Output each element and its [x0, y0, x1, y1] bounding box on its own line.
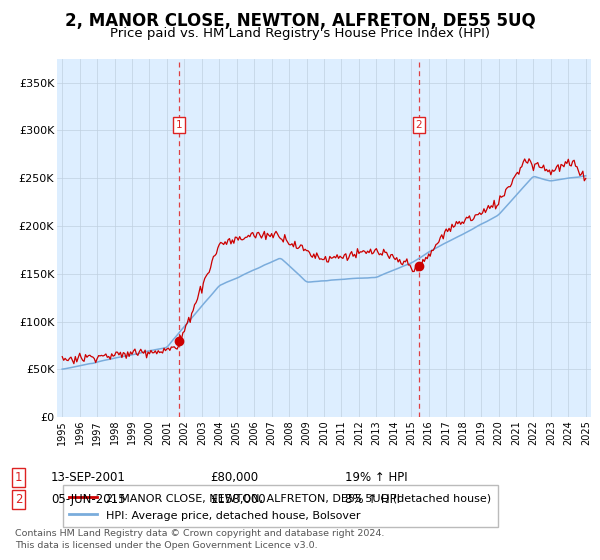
Text: 1: 1: [15, 470, 23, 484]
Text: 2, MANOR CLOSE, NEWTON, ALFRETON, DE55 5UQ: 2, MANOR CLOSE, NEWTON, ALFRETON, DE55 5…: [65, 12, 535, 30]
Text: 1: 1: [176, 120, 182, 130]
Text: 05-JUN-2015: 05-JUN-2015: [51, 493, 125, 506]
Text: £80,000: £80,000: [210, 470, 258, 484]
Text: £158,000: £158,000: [210, 493, 266, 506]
Text: 8% ↑ HPI: 8% ↑ HPI: [345, 493, 400, 506]
Text: 2: 2: [415, 120, 422, 130]
Text: Price paid vs. HM Land Registry's House Price Index (HPI): Price paid vs. HM Land Registry's House …: [110, 27, 490, 40]
Text: 2: 2: [15, 493, 23, 506]
Text: Contains HM Land Registry data © Crown copyright and database right 2024.
This d: Contains HM Land Registry data © Crown c…: [15, 529, 385, 550]
Legend: 2, MANOR CLOSE, NEWTON, ALFRETON, DE55 5UQ (detached house), HPI: Average price,: 2, MANOR CLOSE, NEWTON, ALFRETON, DE55 5…: [62, 486, 497, 528]
Text: 19% ↑ HPI: 19% ↑ HPI: [345, 470, 407, 484]
Text: 13-SEP-2001: 13-SEP-2001: [51, 470, 126, 484]
